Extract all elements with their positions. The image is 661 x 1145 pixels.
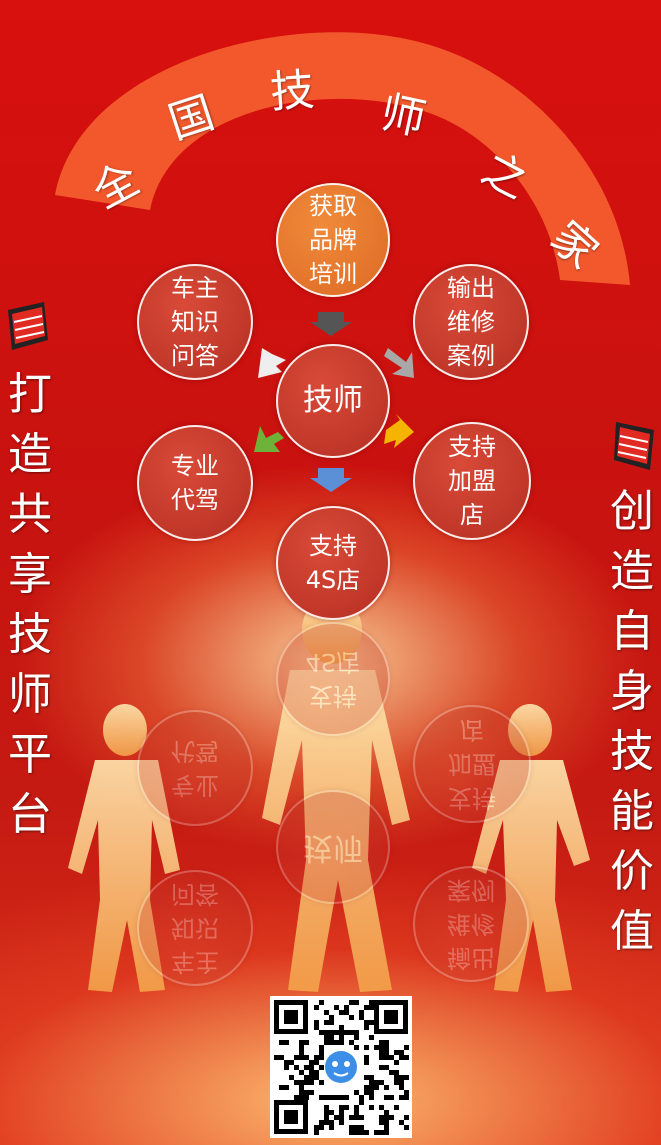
node-franchise: 支持 加盟 店 xyxy=(413,422,531,540)
node-repair-cases: 输出 维修 案例 xyxy=(413,264,529,380)
banner-arc xyxy=(55,32,630,285)
reflection-4s-store: 支持 4S店 xyxy=(276,622,390,736)
arrow-down-gray xyxy=(310,312,352,336)
title-banner: 全 国 技 师 之 家 xyxy=(0,0,661,300)
arrow-downleft-green xyxy=(254,426,284,452)
reflection-center: 技师 xyxy=(276,790,390,904)
megaphone-icon xyxy=(8,302,48,350)
runner-figures xyxy=(68,596,590,992)
reflection-franchise: 支持 加盟 店 xyxy=(413,705,531,823)
reflection-repair-cases: 输出 维修 案例 xyxy=(413,866,529,982)
mascot-icon xyxy=(325,1051,357,1083)
qr-code xyxy=(270,996,412,1138)
node-owner-qa: 车主 知识 问答 xyxy=(137,264,253,380)
megaphone-icon xyxy=(614,422,654,470)
arrow-upright-light xyxy=(384,348,414,378)
arrow-down-blue xyxy=(310,468,352,492)
left-slogan: 打造共享技师平台 xyxy=(8,369,52,840)
reflection-owner-qa: 车主 知识 问答 xyxy=(137,870,253,986)
arrow-downright-yellow xyxy=(384,414,414,448)
flow-arrows xyxy=(254,312,414,492)
reflection-driving: 专业 代驾 xyxy=(137,710,253,826)
right-slogan: 创造自身技能价值 xyxy=(610,486,654,957)
node-center-technician: 技师 xyxy=(276,344,390,458)
node-4s-store: 支持 4S店 xyxy=(276,506,390,620)
node-brand-training: 获取 品牌 培训 xyxy=(276,183,390,297)
node-driving: 专业 代驾 xyxy=(137,425,253,541)
arrow-upleft-white xyxy=(258,348,286,378)
